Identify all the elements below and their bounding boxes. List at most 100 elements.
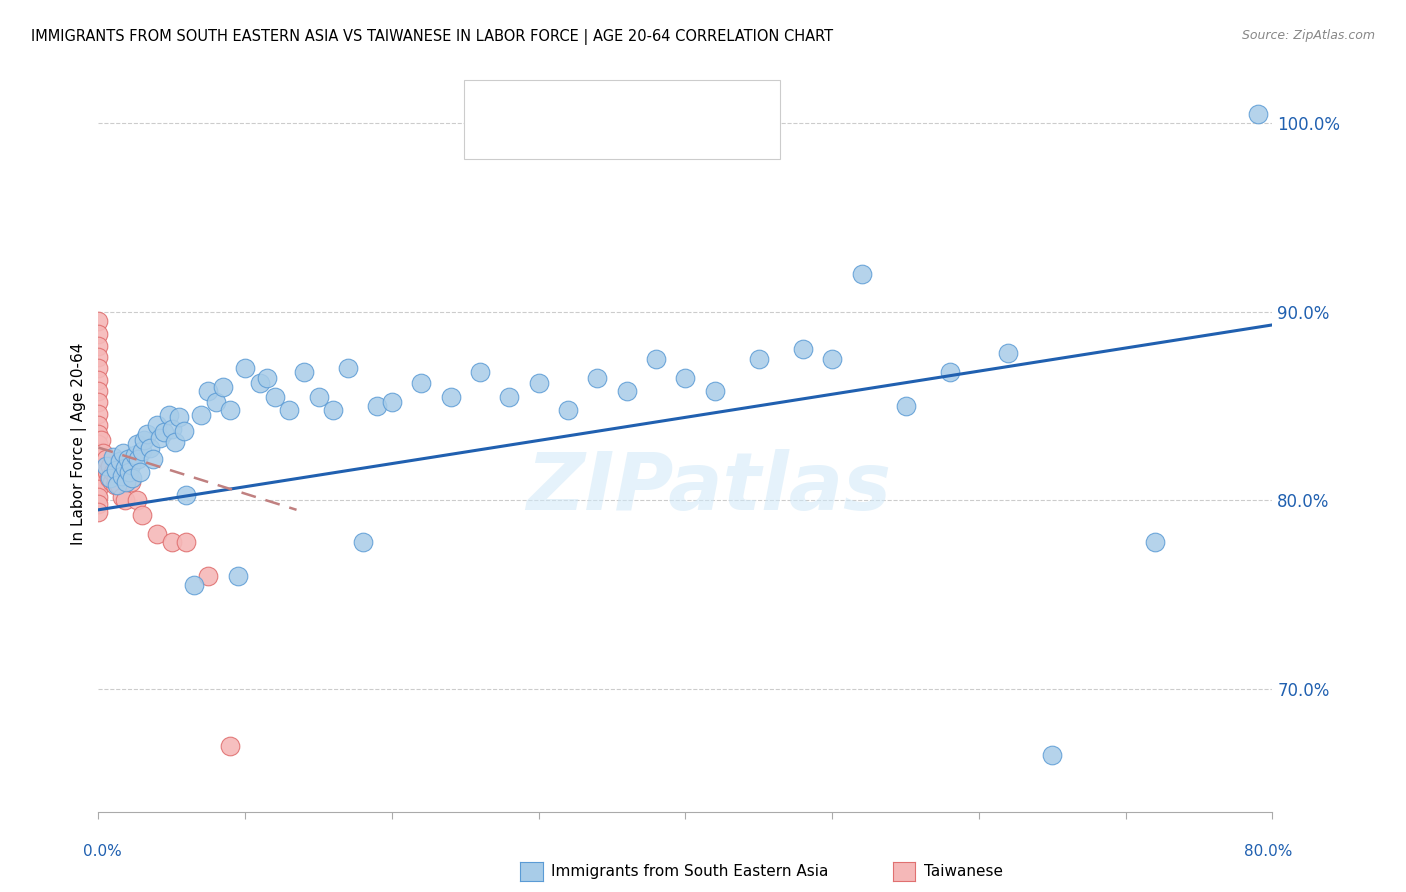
Point [336, 361, 359, 376]
Point [226, 569, 249, 583]
Point [132, 433, 155, 447]
Text: -0.133: -0.133 [555, 128, 614, 145]
Text: 72: 72 [666, 98, 690, 116]
Point [87, 395, 110, 409]
Point [498, 390, 520, 404]
Point [256, 370, 278, 384]
Text: R =: R = [513, 98, 550, 116]
Point [197, 384, 219, 398]
Point [527, 376, 550, 391]
Point [105, 463, 128, 477]
Point [120, 458, 142, 472]
Point [381, 395, 404, 409]
Point [87, 339, 110, 353]
Point [87, 314, 110, 328]
Point [149, 431, 172, 445]
Point [131, 444, 153, 458]
Point [117, 451, 139, 466]
Point [87, 465, 110, 479]
Point [90, 433, 112, 447]
Y-axis label: In Labor Force | Age 20-64: In Labor Force | Age 20-64 [72, 343, 87, 545]
Point [160, 535, 183, 549]
Text: IMMIGRANTS FROM SOUTH EASTERN ASIA VS TAIWANESE IN LABOR FORCE | AGE 20-64 CORRE: IMMIGRANTS FROM SOUTH EASTERN ASIA VS TA… [31, 29, 834, 45]
Point [938, 365, 960, 379]
Point [249, 376, 271, 391]
Point [87, 490, 110, 504]
Point [146, 527, 169, 541]
Point [87, 456, 110, 470]
Point [792, 343, 814, 357]
Point [87, 437, 110, 451]
Point [586, 370, 609, 384]
Point [675, 370, 697, 384]
Point [87, 407, 110, 421]
Point [703, 384, 725, 398]
Point [90, 456, 112, 470]
Point [87, 505, 110, 519]
Point [160, 422, 183, 436]
Text: Immigrants from South Eastern Asia: Immigrants from South Eastern Asia [551, 864, 828, 879]
Point [103, 478, 125, 492]
Point [748, 351, 770, 366]
Point [121, 471, 143, 485]
Point [111, 490, 134, 504]
Point [851, 267, 873, 281]
Point [197, 569, 219, 583]
Point [110, 454, 132, 468]
Point [557, 402, 579, 417]
Point [124, 448, 146, 462]
Point [219, 402, 242, 417]
Point [125, 437, 148, 451]
Point [98, 459, 121, 474]
Point [139, 441, 162, 455]
Text: 43: 43 [666, 128, 690, 145]
Text: Source: ZipAtlas.com: Source: ZipAtlas.com [1241, 29, 1375, 42]
Point [173, 424, 195, 438]
Point [115, 475, 138, 489]
Point [183, 578, 205, 592]
Point [101, 465, 124, 479]
Point [263, 390, 285, 404]
Point [97, 471, 120, 485]
Point [87, 427, 110, 442]
Point [439, 390, 461, 404]
Point [91, 446, 114, 460]
Point [821, 351, 844, 366]
Point [153, 425, 176, 440]
Point [100, 475, 122, 489]
Point [366, 399, 388, 413]
Point [176, 535, 198, 549]
Point [105, 471, 128, 485]
Point [114, 493, 136, 508]
Text: R =: R = [513, 128, 550, 145]
Text: N =: N = [614, 98, 666, 116]
Point [87, 350, 110, 364]
Point [107, 478, 129, 492]
Point [112, 446, 135, 460]
Point [135, 427, 157, 442]
Point [212, 380, 235, 394]
Point [616, 384, 638, 398]
Point [205, 395, 228, 409]
Point [114, 461, 136, 475]
Point [128, 465, 150, 479]
Point [118, 465, 141, 479]
Point [87, 417, 110, 432]
Point [87, 446, 110, 460]
Text: Taiwanese: Taiwanese [924, 864, 1002, 879]
Point [87, 361, 110, 376]
Text: ZIPatlas: ZIPatlas [526, 449, 891, 527]
Point [645, 351, 668, 366]
Point [146, 417, 169, 432]
Point [163, 434, 186, 449]
Text: N =: N = [614, 128, 666, 145]
Point [94, 451, 117, 466]
Text: 0.0%: 0.0% [83, 845, 122, 859]
Point [98, 471, 121, 485]
Point [411, 376, 433, 391]
Point [111, 468, 134, 483]
Point [87, 384, 110, 398]
Point [308, 390, 330, 404]
Point [322, 402, 344, 417]
Point [87, 327, 110, 342]
